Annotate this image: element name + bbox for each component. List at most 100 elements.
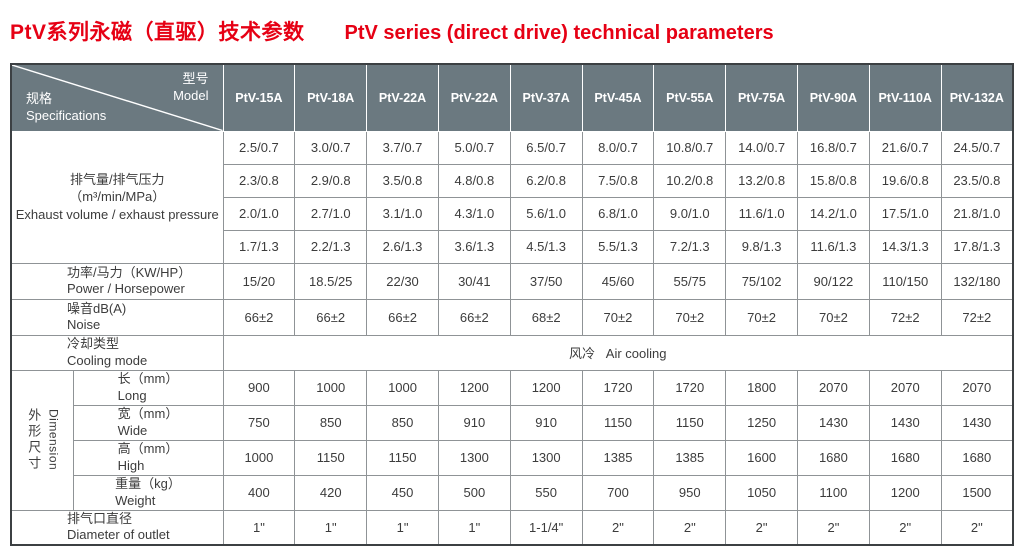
wide-value-cell: 910 — [437, 404, 511, 441]
weight-value-cell: 450 — [366, 474, 439, 511]
outlet-value-cell: 2" — [868, 509, 942, 546]
exhaust-value-cell: 14.0/0.7 — [725, 130, 798, 165]
power-value-cell: 18.5/25 — [294, 262, 368, 300]
cooling-row: 冷却类型 Cooling mode 风冷 Air cooling — [10, 334, 1014, 371]
noise-value-cell: 70±2 — [725, 298, 798, 336]
wide-value-cell: 1150 — [581, 404, 655, 441]
high-value-cell: 1680 — [940, 439, 1014, 476]
noise-value-cell: 66±2 — [294, 298, 368, 336]
exhaust-value-cell: 8.0/0.7 — [581, 130, 655, 165]
exhaust-value-cell: 14.2/1.0 — [797, 196, 870, 231]
noise-value-cell: 70±2 — [653, 298, 727, 336]
high-value-cell: 1150 — [294, 439, 368, 476]
wide-value-cell: 1430 — [797, 404, 870, 441]
weight-value-cell: 1100 — [797, 474, 870, 511]
exhaust-value-cell: 2.0/1.0 — [222, 196, 296, 231]
model-header-cell: PtV-90A — [797, 63, 870, 132]
model-header-cell: PtV-22A — [437, 63, 511, 132]
power-value-cell: 30/41 — [437, 262, 511, 300]
wide-value-cell: 850 — [366, 404, 439, 441]
exhaust-value-cell: 6.2/0.8 — [509, 163, 583, 198]
model-header-cell: PtV-45A — [581, 63, 655, 132]
exhaust-row-0.8: 2.3/0.8 2.9/0.8 3.5/0.8 4.8/0.8 6.2/0.8 7.5/0… — [11, 163, 1014, 198]
power-value-cell: 110/150 — [868, 262, 942, 300]
exhaust-value-cell: 21.8/1.0 — [940, 196, 1014, 231]
corner-cell: 型号 Model 规格 Specifications — [10, 63, 224, 132]
power-value-cell: 132/180 — [940, 262, 1014, 300]
weight-value-cell: 700 — [581, 474, 655, 511]
weight-value-cell: 950 — [653, 474, 727, 511]
diagonal-divider — [12, 65, 223, 131]
exhaust-value-cell: 2.6/1.3 — [366, 229, 439, 264]
wide-value-cell: 750 — [222, 404, 296, 441]
exhaust-value-cell: 2.5/0.7 — [222, 130, 296, 165]
model-header-cell: PtV-110A — [868, 63, 942, 132]
long-row-label: 长（mm） Long — [72, 369, 224, 406]
long-value-cell: 900 — [222, 369, 296, 406]
outlet-value-cell: 2" — [581, 509, 655, 546]
exhaust-value-cell: 2.3/0.8 — [222, 163, 296, 198]
exhaust-value-cell: 14.3/1.3 — [868, 229, 942, 264]
exhaust-value-cell: 23.5/0.8 — [940, 163, 1014, 198]
exhaust-value-cell: 15.8/0.8 — [797, 163, 870, 198]
weight-row-label: 重量（kg） Weight — [72, 474, 224, 511]
noise-value-cell: 72±2 — [868, 298, 942, 336]
corner-spec-label: 规格 Specifications — [26, 90, 107, 123]
noise-value-cell: 66±2 — [366, 298, 439, 336]
outlet-row-label: 排气口直径 Diameter of outlet — [10, 509, 224, 546]
power-row-label: 功率/马力（KW/HP） Power / Horsepower — [10, 262, 224, 300]
outlet-value-cell: 1" — [366, 509, 439, 546]
long-value-cell: 1000 — [294, 369, 368, 406]
power-value-cell: 45/60 — [581, 262, 655, 300]
exhaust-value-cell: 3.1/1.0 — [366, 196, 439, 231]
high-value-cell: 1150 — [366, 439, 439, 476]
noise-value-cell: 66±2 — [222, 298, 296, 336]
power-row: 功率/马力（KW/HP） Power / Horsepower 15/20 18.… — [10, 262, 1014, 300]
long-value-cell: 1800 — [725, 369, 798, 406]
dimension-group-label-zh: 外形尺寸 — [26, 408, 42, 472]
long-value-cell: 2070 — [797, 369, 870, 406]
noise-value-cell: 72±2 — [940, 298, 1014, 336]
model-header-cell: PtV-132A — [940, 63, 1014, 132]
outlet-value-cell: 2" — [653, 509, 727, 546]
noise-value-cell: 66±2 — [437, 298, 511, 336]
page-title-en: PtV series (direct drive) technical para… — [344, 22, 774, 44]
exhaust-value-cell: 1.7/1.3 — [222, 229, 296, 264]
weight-value-cell: 550 — [509, 474, 583, 511]
exhaust-value-cell: 3.7/0.7 — [366, 130, 439, 165]
long-value-cell: 1200 — [509, 369, 583, 406]
outlet-value-cell: 2" — [940, 509, 1014, 546]
power-value-cell: 15/20 — [222, 262, 296, 300]
exhaust-value-cell: 6.8/1.0 — [581, 196, 655, 231]
dimension-weight-row: 重量（kg） Weight 400 420 450 500 550 700 950 1050 1… — [11, 474, 1014, 511]
exhaust-value-cell: 11.6/1.0 — [725, 196, 798, 231]
exhaust-value-cell: 21.6/0.7 — [868, 130, 942, 165]
weight-value-cell: 1200 — [868, 474, 942, 511]
exhaust-value-cell: 9.8/1.3 — [725, 229, 798, 264]
exhaust-row-label: 排气量/排气压力 （m³/min/MPa） Exhaust volume / e… — [10, 130, 224, 264]
exhaust-value-cell: 9.0/1.0 — [653, 196, 727, 231]
model-header-cell: PtV-37A — [509, 63, 583, 132]
exhaust-value-cell: 2.2/1.3 — [294, 229, 368, 264]
long-value-cell: 2070 — [940, 369, 1014, 406]
exhaust-row-1.3: 1.7/1.3 2.2/1.3 2.6/1.3 3.6/1.3 4.5/1.3 5.5/1… — [11, 229, 1014, 264]
power-value-cell: 55/75 — [653, 262, 727, 300]
exhaust-row-0.7: 排气量/排气压力 （m³/min/MPa） Exhaust volume / e… — [10, 130, 1014, 264]
exhaust-value-cell: 6.5/0.7 — [509, 130, 583, 165]
exhaust-row-1.0: 2.0/1.0 2.7/1.0 3.1/1.0 4.3/1.0 5.6/1.0 6.8/1… — [11, 196, 1014, 231]
weight-value-cell: 500 — [437, 474, 511, 511]
wide-value-cell: 910 — [509, 404, 583, 441]
dimension-long-row: 外形尺寸 Dimension 长（mm） Long 900 1000 1000 120… — [10, 369, 1014, 511]
corner-model-label: 型号 Model — [173, 71, 209, 103]
weight-value-cell: 400 — [222, 474, 296, 511]
outlet-value-cell: 2" — [725, 509, 798, 546]
outlet-value-cell: 1" — [294, 509, 368, 546]
power-value-cell: 37/50 — [509, 262, 583, 300]
spec-table: 型号 Model 规格 Specifications PtV-15A PtV-18… — [10, 63, 1014, 546]
high-value-cell: 1600 — [725, 439, 798, 476]
high-row-label: 高（mm） High — [72, 439, 224, 476]
exhaust-value-cell: 5.5/1.3 — [581, 229, 655, 264]
exhaust-value-cell: 3.0/0.7 — [294, 130, 368, 165]
exhaust-value-cell: 24.5/0.7 — [940, 130, 1014, 165]
exhaust-value-cell: 4.3/1.0 — [437, 196, 511, 231]
